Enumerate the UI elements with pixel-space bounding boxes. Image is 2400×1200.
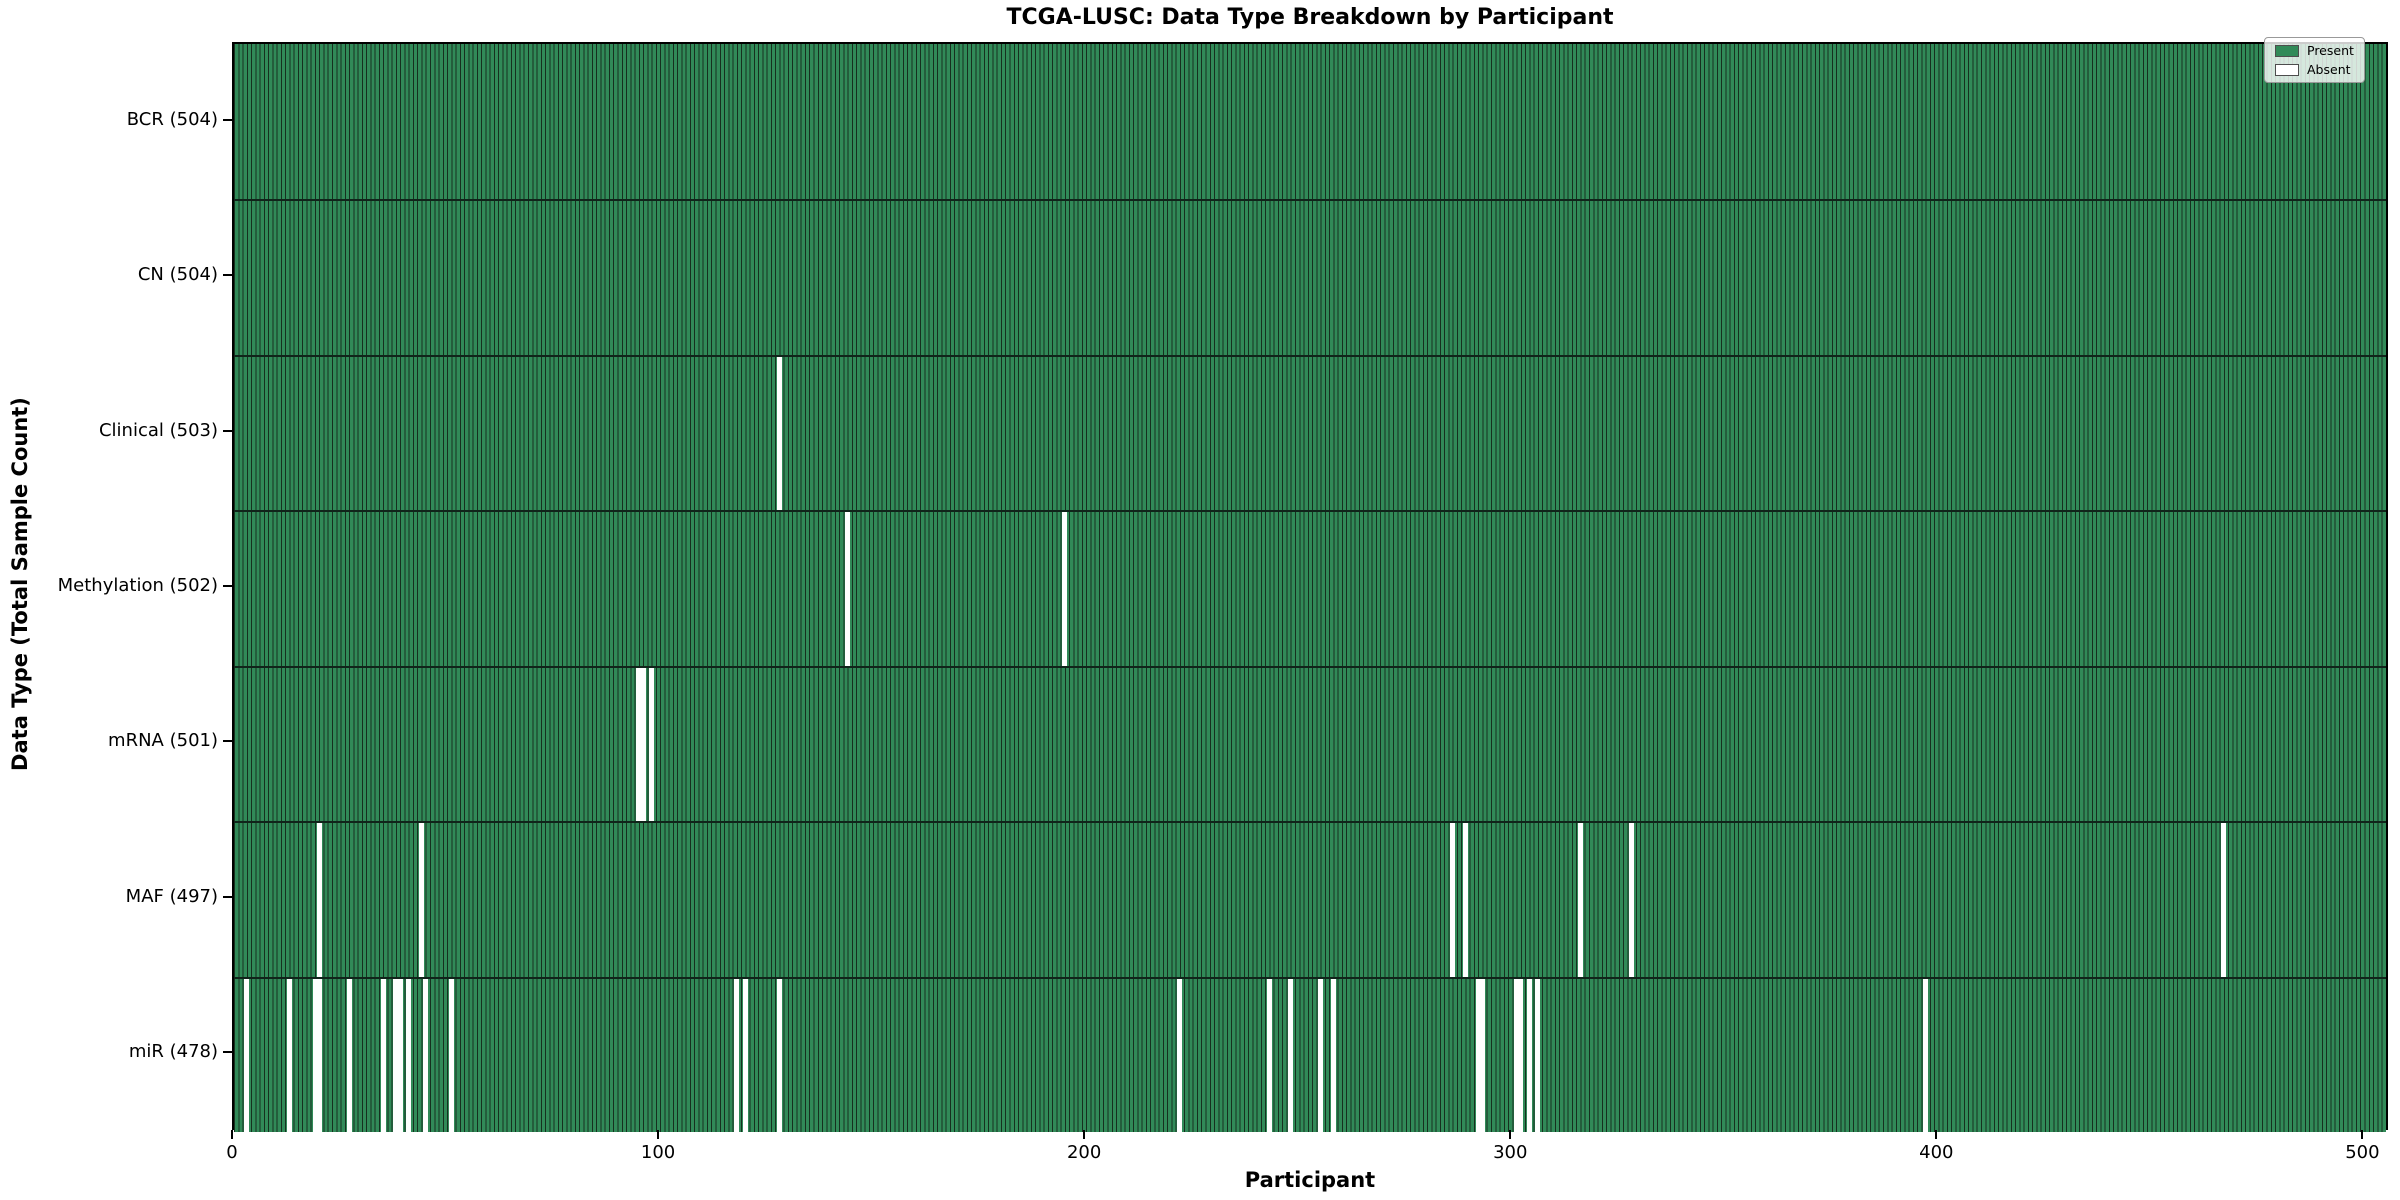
present-swatch-icon [2275, 44, 2299, 57]
row-band-Clinical [234, 354, 2386, 511]
absent-gap [636, 667, 642, 822]
y-tick-label-mRNA: mRNA (501) [108, 730, 218, 752]
absent-gap [1318, 978, 1323, 1132]
legend-label-absent: Absent [2307, 62, 2351, 77]
y-tick-mark [223, 895, 232, 898]
absent-gap [776, 978, 782, 1132]
y-tick-mark [223, 429, 232, 432]
row-band-Methylation [234, 510, 2386, 666]
absent-gap [316, 823, 322, 977]
x-tick-label: 500 [2345, 1142, 2380, 1163]
absent-gap [1330, 978, 1336, 1132]
absent-gap [776, 356, 782, 511]
legend-entry-absent: Absent [2275, 63, 2354, 76]
y-tick-label-Methylation: Methylation (502) [57, 575, 218, 596]
absent-gap [286, 978, 292, 1132]
absent-gap [312, 978, 318, 1132]
absent-gap [380, 978, 386, 1132]
plot-area [232, 42, 2388, 1132]
row-band-BCR [234, 44, 2386, 200]
row-band-mRNA [234, 665, 2386, 822]
absent-gap [1577, 823, 1583, 977]
absent-gap [346, 978, 352, 1132]
y-tick-mark [223, 740, 232, 743]
y-tick-mark [223, 274, 232, 277]
x-tick-mark [2361, 1130, 2364, 1139]
absent-gap [393, 978, 399, 1132]
y-tick-label-MAF: MAF (497) [125, 885, 218, 907]
x-tick-label: 200 [1066, 1142, 1102, 1163]
x-tick-mark [1509, 1130, 1512, 1139]
absent-gap [1462, 823, 1468, 977]
absent-gap [448, 978, 454, 1132]
absent-gap [397, 978, 403, 1132]
x-tick-mark [231, 1130, 233, 1139]
row-band-miR [234, 976, 2386, 1132]
absent-gap [1177, 978, 1183, 1132]
x-tick-mark [657, 1130, 660, 1139]
x-tick-mark [1083, 1130, 1086, 1139]
absent-gap [649, 667, 655, 822]
x-axis-label: Participant [1244, 1168, 1376, 1192]
absent-gap [1514, 978, 1519, 1132]
row-band-MAF [234, 821, 2386, 977]
chart-title: TCGA-LUSC: Data Type Breakdown by Partic… [1006, 5, 1614, 30]
absent-gap [423, 978, 429, 1132]
absent-gap [1288, 978, 1294, 1132]
absent-gap [1450, 823, 1456, 977]
y-tick-label-Clinical: Clinical (503) [98, 419, 218, 441]
legend: Present Absent [2264, 37, 2365, 83]
absent-gap [742, 978, 748, 1132]
y-tick-label-BCR: BCR (504) [126, 108, 218, 130]
x-tick-label: 300 [1493, 1142, 1528, 1163]
absent-gap [1475, 978, 1481, 1132]
absent-gap [1526, 978, 1532, 1132]
absent-gap [406, 978, 412, 1132]
y-tick-mark [223, 118, 232, 121]
x-tick-label: 0 [226, 1142, 238, 1163]
x-tick-label: 100 [640, 1142, 676, 1163]
absent-gap [2221, 823, 2227, 977]
absent-gap [640, 667, 646, 822]
legend-entry-present: Present [2275, 44, 2354, 57]
absent-gap [244, 978, 250, 1132]
absent-gap [1629, 823, 1635, 977]
absent-gap [1518, 978, 1524, 1132]
absent-swatch-icon [2275, 63, 2299, 76]
y-tick-mark [223, 1051, 232, 1054]
row-band-CN [234, 199, 2386, 355]
absent-gap [845, 512, 851, 666]
absent-gap [734, 978, 740, 1132]
y-tick-label-CN: CN (504) [137, 264, 218, 286]
absent-gap [1266, 978, 1272, 1132]
y-tick-label-miR: miR (478) [128, 1041, 218, 1063]
absent-gap [1479, 978, 1485, 1132]
x-tick-label: 400 [1919, 1142, 1954, 1163]
absent-gap [1923, 978, 1929, 1132]
absent-gap [1535, 978, 1541, 1132]
y-tick-mark [223, 585, 232, 587]
absent-gap [419, 823, 424, 977]
legend-label-present: Present [2307, 43, 2354, 58]
absent-gap [1062, 512, 1068, 666]
absent-gap [316, 978, 322, 1132]
x-tick-mark [1935, 1130, 1938, 1139]
